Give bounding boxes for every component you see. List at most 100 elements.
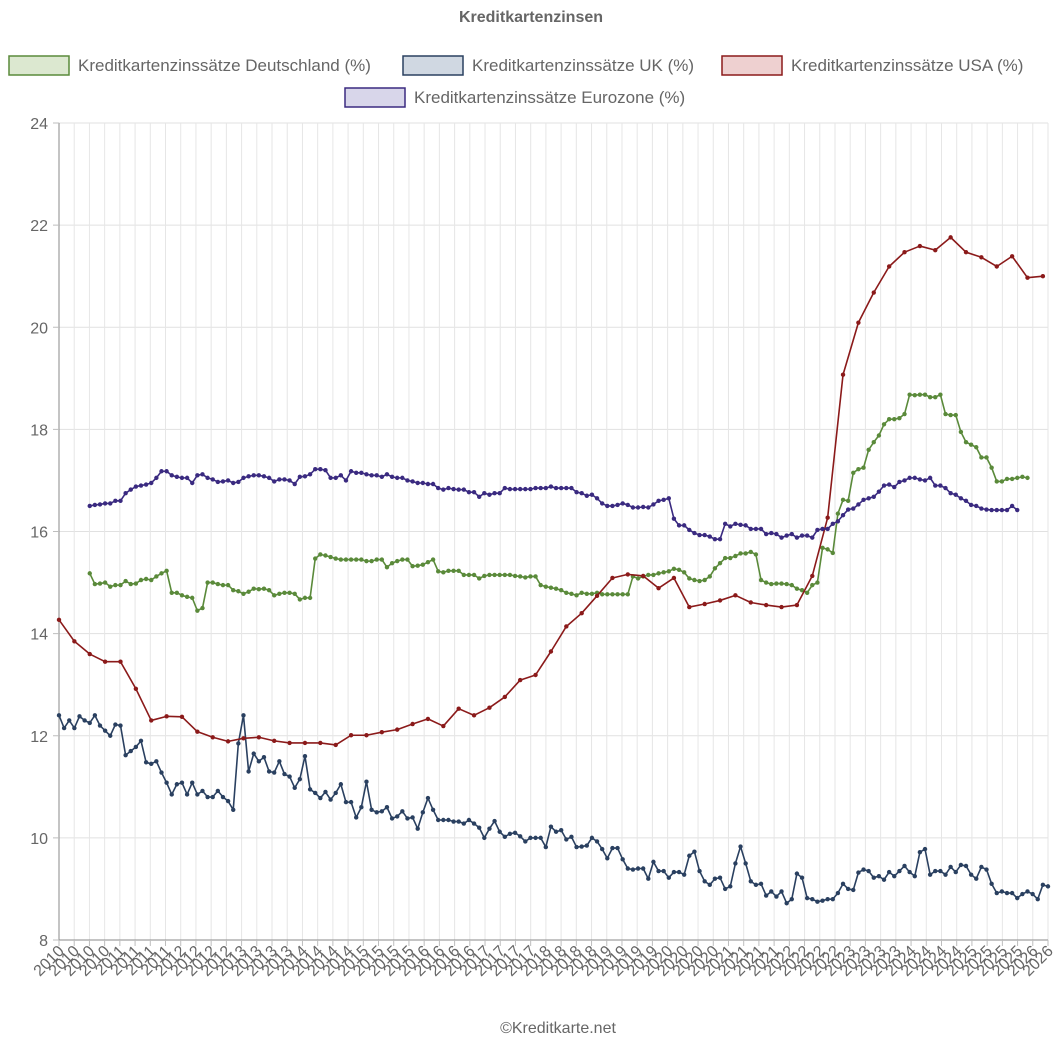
data-point-uk[interactable] xyxy=(553,829,559,834)
data-point-eurozone[interactable] xyxy=(589,492,595,497)
data-point-usa[interactable] xyxy=(425,716,431,722)
data-point-deutschland[interactable] xyxy=(712,566,718,571)
data-point-uk[interactable] xyxy=(984,867,989,872)
data-point-uk[interactable] xyxy=(261,755,267,760)
data-point-eurozone[interactable] xyxy=(569,485,574,491)
data-point-deutschland[interactable] xyxy=(784,581,789,587)
data-point-eurozone[interactable] xyxy=(143,482,149,487)
data-point-deutschland[interactable] xyxy=(118,582,123,588)
data-point-deutschland[interactable] xyxy=(487,572,492,578)
data-point-uk[interactable] xyxy=(251,751,256,756)
data-point-eurozone[interactable] xyxy=(948,491,953,496)
data-point-usa[interactable] xyxy=(733,593,738,598)
data-point-eurozone[interactable] xyxy=(994,507,999,513)
data-point-eurozone[interactable] xyxy=(574,489,579,495)
data-point-eurozone[interactable] xyxy=(784,533,789,538)
data-point-usa[interactable] xyxy=(810,573,815,579)
data-point-deutschland[interactable] xyxy=(1020,474,1025,480)
data-point-uk[interactable] xyxy=(753,882,759,888)
data-point-usa[interactable] xyxy=(379,729,385,735)
data-point-eurozone[interactable] xyxy=(630,505,636,510)
data-point-eurozone[interactable] xyxy=(640,504,646,510)
data-point-deutschland[interactable] xyxy=(968,442,974,447)
data-point-eurozone[interactable] xyxy=(364,472,369,477)
data-point-uk[interactable] xyxy=(333,790,338,796)
data-point-eurozone[interactable] xyxy=(553,485,559,491)
data-point-eurozone[interactable] xyxy=(225,478,231,483)
data-point-deutschland[interactable] xyxy=(845,498,851,504)
data-point-uk[interactable] xyxy=(1030,891,1035,897)
data-point-uk[interactable] xyxy=(272,770,277,775)
data-point-eurozone[interactable] xyxy=(195,473,200,478)
data-point-uk[interactable] xyxy=(307,787,313,792)
data-point-deutschland[interactable] xyxy=(815,580,820,585)
data-point-deutschland[interactable] xyxy=(400,557,405,562)
data-point-uk[interactable] xyxy=(902,863,907,869)
data-point-deutschland[interactable] xyxy=(717,560,723,566)
data-point-eurozone[interactable] xyxy=(343,478,349,483)
data-point-uk[interactable] xyxy=(564,837,569,842)
data-point-uk[interactable] xyxy=(487,826,492,831)
data-point-deutschland[interactable] xyxy=(871,439,876,445)
data-point-deutschland[interactable] xyxy=(466,572,472,578)
data-point-uk[interactable] xyxy=(410,815,415,820)
data-point-usa[interactable] xyxy=(840,372,846,377)
data-point-usa[interactable] xyxy=(548,649,554,654)
data-point-uk[interactable] xyxy=(1020,891,1025,897)
data-point-uk[interactable] xyxy=(338,782,344,787)
data-point-deutschland[interactable] xyxy=(635,576,641,581)
data-point-uk[interactable] xyxy=(343,799,349,805)
data-point-deutschland[interactable] xyxy=(108,584,113,589)
data-point-uk[interactable] xyxy=(210,794,215,800)
data-point-deutschland[interactable] xyxy=(323,553,328,558)
data-point-eurozone[interactable] xyxy=(830,521,835,527)
legend-item-usa[interactable]: Kreditkartenzinssätze USA (%) xyxy=(721,55,1023,76)
data-point-eurozone[interactable] xyxy=(917,477,923,482)
data-point-eurozone[interactable] xyxy=(266,475,272,481)
data-point-eurozone[interactable] xyxy=(348,469,354,474)
data-point-deutschland[interactable] xyxy=(425,559,431,565)
data-point-uk[interactable] xyxy=(681,872,687,877)
data-point-uk[interactable] xyxy=(758,881,764,887)
data-point-deutschland[interactable] xyxy=(543,584,549,589)
data-point-eurozone[interactable] xyxy=(979,506,984,511)
data-point-eurozone[interactable] xyxy=(497,491,502,496)
data-point-deutschland[interactable] xyxy=(287,590,292,595)
data-point-eurozone[interactable] xyxy=(523,486,528,492)
data-point-uk[interactable] xyxy=(722,886,728,892)
data-point-uk[interactable] xyxy=(82,718,87,723)
data-point-uk[interactable] xyxy=(948,864,953,870)
data-point-deutschland[interactable] xyxy=(748,549,753,555)
data-point-uk[interactable] xyxy=(979,864,984,870)
data-point-uk[interactable] xyxy=(241,713,246,718)
data-point-uk[interactable] xyxy=(1045,884,1051,889)
data-point-uk[interactable] xyxy=(497,829,502,834)
data-point-uk[interactable] xyxy=(77,714,82,719)
data-point-uk[interactable] xyxy=(200,788,205,794)
data-point-eurozone[interactable] xyxy=(763,531,769,537)
data-point-uk[interactable] xyxy=(287,774,292,779)
data-point-uk[interactable] xyxy=(123,752,128,758)
data-point-eurozone[interactable] xyxy=(789,531,794,537)
data-point-uk[interactable] xyxy=(640,866,646,871)
data-point-deutschland[interactable] xyxy=(902,411,907,417)
data-point-usa[interactable] xyxy=(886,264,892,269)
data-point-deutschland[interactable] xyxy=(979,455,984,460)
data-point-usa[interactable] xyxy=(963,249,969,255)
data-point-uk[interactable] xyxy=(174,782,180,787)
data-point-deutschland[interactable] xyxy=(128,581,133,587)
data-point-deutschland[interactable] xyxy=(605,592,610,597)
data-point-uk[interactable] xyxy=(994,890,999,896)
data-point-uk[interactable] xyxy=(517,834,523,839)
data-point-deutschland[interactable] xyxy=(497,572,502,578)
data-point-deutschland[interactable] xyxy=(251,586,256,591)
data-point-uk[interactable] xyxy=(692,849,697,854)
data-point-eurozone[interactable] xyxy=(446,485,451,491)
data-point-deutschland[interactable] xyxy=(615,592,620,597)
data-point-deutschland[interactable] xyxy=(405,557,410,562)
data-point-deutschland[interactable] xyxy=(697,578,702,584)
data-point-uk[interactable] xyxy=(102,728,108,733)
data-point-deutschland[interactable] xyxy=(1015,475,1020,481)
data-point-deutschland[interactable] xyxy=(369,558,374,564)
data-point-uk[interactable] xyxy=(548,824,554,829)
